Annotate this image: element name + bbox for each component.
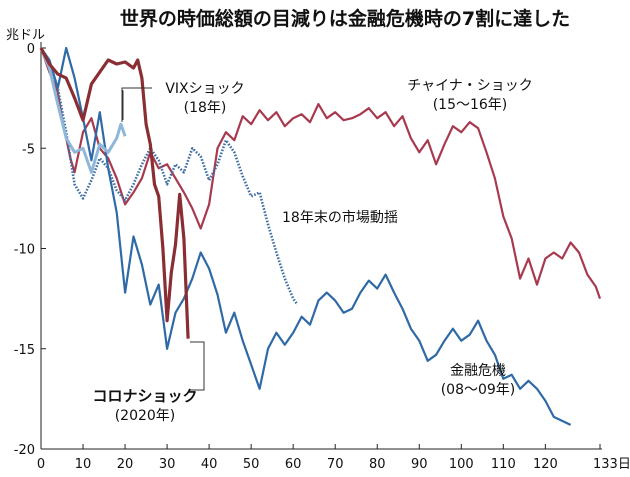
- x-tick-label: 30: [159, 457, 176, 472]
- series-lines: [39, 46, 602, 426]
- series-line-corona: [39, 47, 190, 339]
- x-tick-label: 120: [533, 457, 558, 472]
- annotation-corona-period: (2020年): [115, 408, 176, 424]
- series-line-gfc: [40, 46, 572, 426]
- series-line-china: [39, 47, 602, 299]
- x-tick-label: 50: [243, 457, 260, 472]
- annotation-corona-name: コロナショック: [92, 387, 197, 405]
- series-annotations: チャイナ・ショック (15〜16年) 金融危機 (08〜09年) 18年末の市場動揺 VI…: [92, 78, 532, 424]
- vix-leader-connector: [121, 87, 152, 122]
- x-tick-label: 70: [327, 457, 344, 472]
- annotation-eoy2018-name: 18年末の市場動揺: [282, 209, 398, 226]
- axes: 0-5-10-15-200 10 20 30 40 50 60 70 80 90 100 110 120…: [14, 42, 630, 472]
- annotation-vix-name: VIXショック: [165, 81, 244, 97]
- x-tick-label: 133日後: [593, 457, 630, 472]
- x-tick-label: 20: [117, 457, 134, 472]
- y-tick-label: -20: [14, 443, 35, 458]
- annotation-china-period: (15〜16年): [433, 97, 508, 113]
- annotation-vix-period: (18年): [184, 100, 227, 116]
- annotation-gfc-name: 金融危機: [450, 363, 506, 379]
- series-line-eoy2018: [39, 47, 299, 306]
- x-tick-label: 60: [285, 457, 302, 472]
- annotation-china-name: チャイナ・ショック: [407, 78, 533, 94]
- y-tick-label: -5: [22, 142, 35, 157]
- x-tick-label: 110: [491, 457, 516, 472]
- chart-title: 世界の時価総額の目減りは金融危機時の7割に達した: [120, 7, 570, 30]
- series-line-vix: [39, 47, 127, 174]
- corona-leader-line: [190, 341, 205, 391]
- x-tick-label: 10: [75, 457, 92, 472]
- x-tick-label: 100: [449, 457, 474, 472]
- x-tick-label: 40: [201, 457, 218, 472]
- y-axis-unit-label: 兆ドル: [6, 28, 45, 43]
- y-tick-label: -15: [14, 343, 35, 358]
- x-tick-label: 90: [411, 457, 428, 472]
- y-tick-label: 0: [27, 42, 35, 57]
- x-tick-label: 80: [369, 457, 386, 472]
- y-tick-label: -10: [14, 243, 35, 258]
- x-tick-label: 0: [37, 457, 45, 472]
- annotation-gfc-period: (08〜09年): [441, 382, 516, 398]
